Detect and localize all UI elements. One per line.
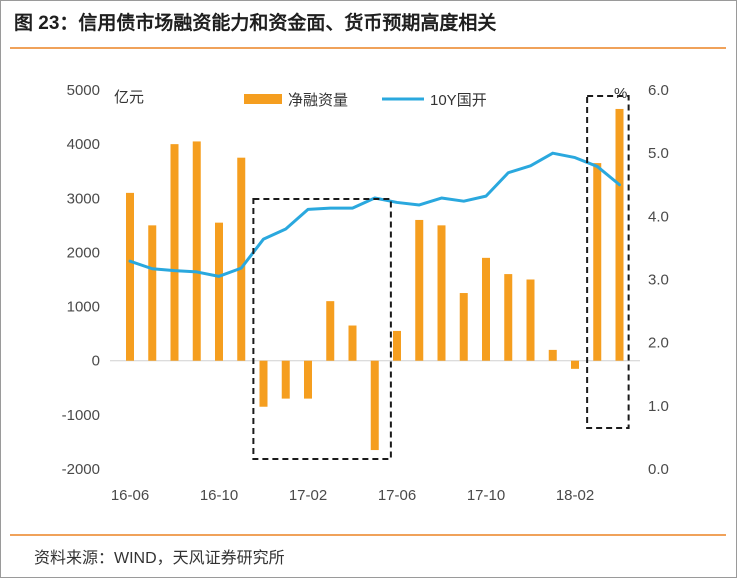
right-axis-tick-label: 6.0 [648,82,669,99]
highlight-box [586,95,630,429]
x-axis-tick-label: 16-06 [111,487,149,504]
left-axis-tick-label: 4000 [67,136,100,153]
bar-net-financing [348,325,357,361]
right-axis-tick-label: 4.0 [648,208,669,225]
left-axis-tick-label: 2000 [67,244,100,261]
legend-swatch-bar [244,94,282,104]
right-axis-tick-label: 0.0 [648,461,669,478]
left-axis-tick-label: -2000 [62,461,100,478]
bar-net-financing [148,225,157,361]
x-axis-tick-label: 17-10 [467,487,505,504]
left-axis-tick-label: 0 [92,353,100,370]
bar-net-financing [526,279,535,361]
bar-net-financing [326,301,335,361]
bar-net-financing [593,163,602,361]
left-axis-tick-label: -1000 [62,407,100,424]
bar-net-financing [459,293,468,361]
legend-label-bar: 净融资量 [288,92,348,109]
bar-net-financing [170,144,179,361]
bar-net-financing [126,192,134,361]
x-axis-tick-label: 16-10 [200,487,238,504]
highlight-box [252,198,392,460]
left-axis-tick-label: 1000 [67,299,100,316]
source-divider [10,534,726,536]
bar-net-financing [504,274,513,361]
bar-net-financing [304,360,312,399]
line-10y-cdb-yield [128,151,621,278]
right-axis-tick-label: 2.0 [648,335,669,352]
right-axis-tick-label: 5.0 [648,145,669,162]
bar-net-financing [237,157,246,361]
bar-net-financing [281,360,290,399]
bar-net-financing [571,360,579,369]
bar-net-financing [215,222,223,361]
bar-net-financing [548,349,557,361]
bar-net-financing [615,108,624,361]
right-axis-tick-label: 1.0 [648,398,669,415]
x-axis-tick-label: 17-06 [378,487,416,504]
x-axis-tick-label: 17-02 [289,487,327,504]
source-note: 资料来源：WIND，天风证券研究所 [34,550,285,567]
left-axis-unit: 亿元 [114,89,144,106]
bar-net-financing [259,360,268,407]
legend-label-line: 10Y国开 [430,92,487,109]
bar-net-financing [437,225,446,361]
bar-net-financing [192,141,201,361]
right-axis-unit: % [614,85,627,102]
bar-net-financing [370,360,379,451]
right-axis-tick-label: 3.0 [648,272,669,289]
bar-net-financing [415,219,424,361]
figure-title: 图 23：信用债市场融资能力和资金面、货币预期高度相关 [14,13,497,34]
title-divider [10,47,726,49]
left-axis-tick-label: 5000 [67,82,100,99]
x-axis-tick-label: 18-02 [556,487,594,504]
left-axis-tick-label: 3000 [67,190,100,207]
bar-net-financing [393,330,401,361]
bar-net-financing [482,257,490,361]
